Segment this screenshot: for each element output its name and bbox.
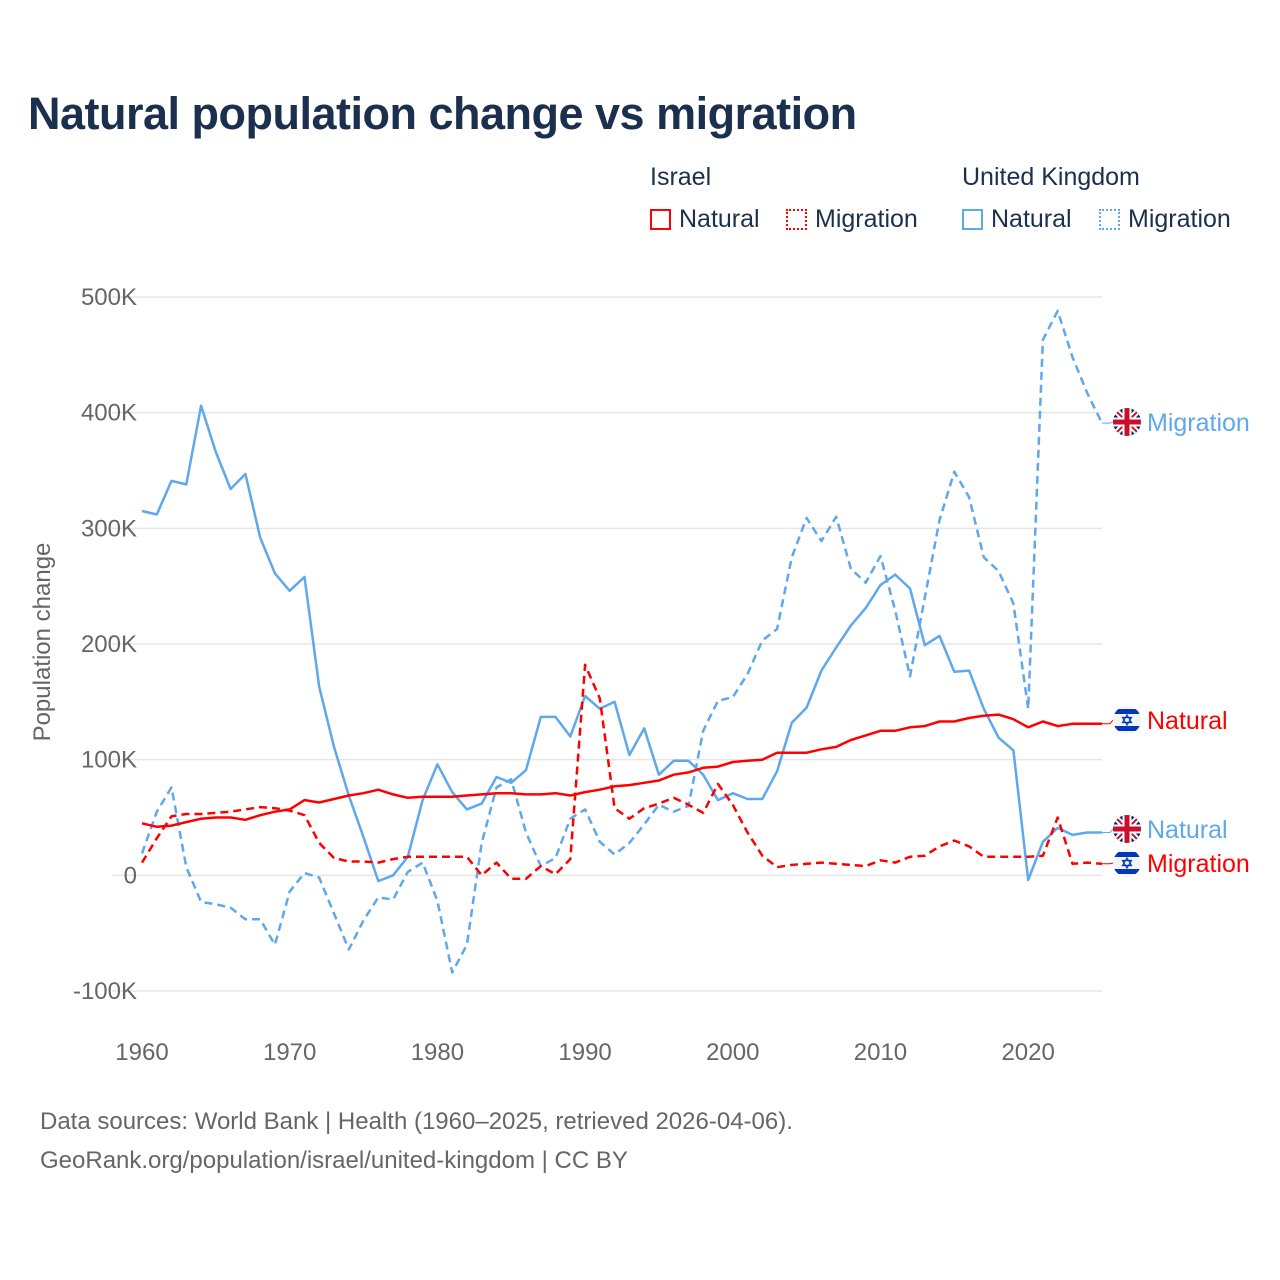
series-line-israel-migration: [140, 663, 1103, 881]
x-tick-label: 1980: [411, 1039, 464, 1066]
series-line-israel-natural: [141, 713, 1102, 829]
y-tick-label: 100K: [81, 747, 137, 774]
y-tick-label: 400K: [81, 400, 137, 427]
series-line-united-kingdom-migration: [140, 309, 1104, 974]
end-label-text: Natural: [1147, 707, 1228, 735]
end-label-israel-natural: Natural: [1102, 706, 1228, 735]
series-line-united-kingdom-natural: [141, 404, 1102, 883]
footer-attribution[interactable]: GeoRank.org/population/israel/united-kin…: [40, 1147, 628, 1174]
end-label-text: Migration: [1147, 850, 1250, 878]
y-tick-label: 0: [124, 862, 137, 889]
x-tick-label: 2020: [1001, 1039, 1054, 1066]
legend-israel-migration[interactable]: Migration: [786, 205, 918, 234]
end-label-israel-migration: Migration: [1102, 849, 1250, 878]
legend-label: Migration: [815, 205, 918, 233]
legend-label: Natural: [991, 205, 1072, 233]
chart-title: Natural population change vs migration: [28, 88, 857, 139]
connector-line: [1102, 421, 1114, 424]
connector-line: [1102, 719, 1114, 725]
y-tick-label: 200K: [81, 631, 137, 658]
x-tick-label: 2000: [706, 1039, 759, 1066]
connector-line: [1102, 828, 1114, 834]
y-tick-label: 500K: [81, 284, 137, 311]
legend-swatch-solid: [650, 209, 671, 230]
uk-flag-icon: [1113, 815, 1141, 843]
connector-line: [1102, 862, 1114, 865]
y-tick-label: -100K: [73, 978, 137, 1005]
legend-swatch-dotted: [786, 209, 807, 230]
legend-group-israel: Israel: [650, 163, 712, 191]
x-tick-label: 1960: [115, 1039, 168, 1066]
y-axis-label: Population change: [29, 543, 56, 742]
legend-label: Natural: [679, 205, 760, 233]
end-label-united-kingdom-migration: Migration: [1102, 408, 1250, 437]
legend-israel-natural[interactable]: Natural: [650, 205, 760, 234]
uk-flag-icon: [1113, 408, 1141, 436]
y-tick-label: 300K: [81, 515, 137, 542]
legend-uk-natural[interactable]: Natural: [962, 205, 1072, 234]
legend-label: Migration: [1128, 205, 1231, 233]
israel-flag-icon: [1113, 849, 1141, 877]
israel-flag-icon: [1113, 706, 1141, 734]
x-tick-label: 1970: [263, 1039, 316, 1066]
footer-sources: Data sources: World Bank | Health (1960–…: [40, 1108, 793, 1135]
end-label-text: Natural: [1147, 816, 1228, 844]
x-tick-label: 2010: [854, 1039, 907, 1066]
legend-group-uk: United Kingdom: [962, 163, 1140, 191]
legend-swatch-solid: [962, 209, 983, 230]
legend-uk-migration[interactable]: Migration: [1099, 205, 1231, 234]
end-label-united-kingdom-natural: Natural: [1102, 815, 1228, 844]
x-tick-label: 1990: [558, 1039, 611, 1066]
legend-swatch-dotted: [1099, 209, 1120, 230]
end-label-text: Migration: [1147, 409, 1250, 437]
